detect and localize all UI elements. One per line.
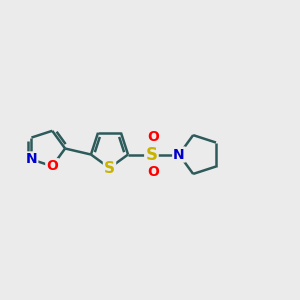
Text: O: O bbox=[147, 165, 159, 179]
Text: S: S bbox=[146, 146, 158, 164]
Text: N: N bbox=[26, 152, 37, 167]
Text: O: O bbox=[147, 130, 159, 144]
Text: O: O bbox=[46, 159, 58, 173]
Text: S: S bbox=[104, 160, 115, 175]
Text: N: N bbox=[173, 148, 185, 161]
